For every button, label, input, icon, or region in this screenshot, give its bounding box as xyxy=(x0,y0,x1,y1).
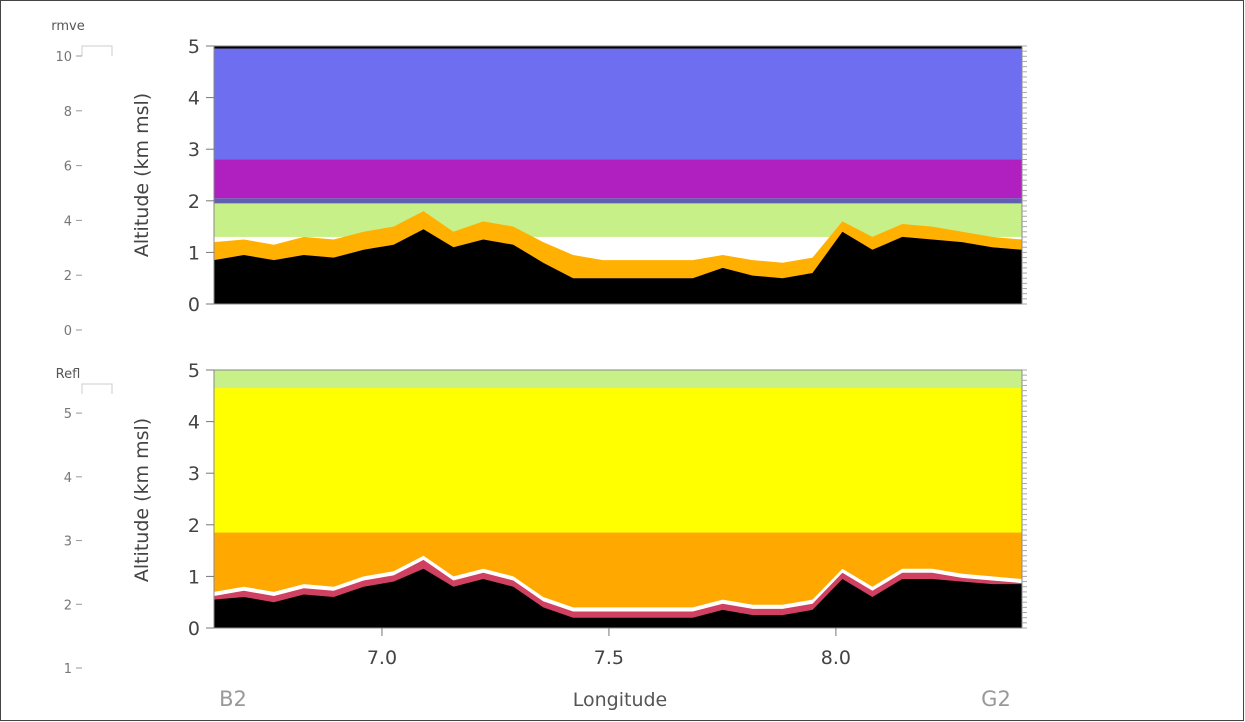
colorbar-label: rmve xyxy=(51,19,84,34)
colorbar-tick-label: 2 xyxy=(64,598,72,613)
colorbar-tick-label: 1 xyxy=(64,662,72,677)
data-band xyxy=(214,46,1022,49)
colorbar-tick-label: 10 xyxy=(55,50,72,65)
colorbar-label: Refl xyxy=(56,367,81,382)
colorbar-tick-label: 3 xyxy=(64,535,72,550)
plot-area xyxy=(213,369,1023,629)
y-ticks: 0 1 2 3 4 5 xyxy=(188,360,1027,640)
y-tick-label: 5 xyxy=(188,360,200,382)
panel-top: rmve 0 2 4 6 8 10 Altitude (km msl) 0 1 2 3 4 5 xyxy=(51,19,1027,339)
right-endpoint-label: G2 xyxy=(981,687,1011,711)
data-band xyxy=(214,388,1022,533)
y-tick-label: 4 xyxy=(188,412,200,434)
x-tick-label: 8.0 xyxy=(821,647,851,669)
x-axis-label: Longitude xyxy=(573,689,668,711)
x-tick-label: 7.5 xyxy=(594,647,624,669)
y-tick-label: 3 xyxy=(188,463,200,485)
colorbar-tick-label: 5 xyxy=(64,407,72,422)
colorbar-ticks: 1 2 3 4 5 xyxy=(64,407,82,677)
terrain-mask xyxy=(214,568,1022,628)
x-tick-label: 7.0 xyxy=(367,647,397,669)
colorbar xyxy=(81,45,113,56)
data-band xyxy=(214,198,1022,204)
y-tick-label: 3 xyxy=(188,139,200,161)
y-tick-label: 0 xyxy=(188,294,200,316)
y-tick-label: 1 xyxy=(188,242,200,264)
y-axis-label: Altitude (km msl) xyxy=(131,93,153,257)
y-tick-label: 0 xyxy=(188,618,200,640)
terrain-mask xyxy=(214,229,1022,304)
y-tick-label: 2 xyxy=(188,515,200,537)
colorbar-tick-label: 8 xyxy=(64,105,72,120)
y-tick-label: 2 xyxy=(188,191,200,213)
colorbar-tick-label: 4 xyxy=(64,214,72,229)
data-band xyxy=(214,159,1022,199)
plot-area xyxy=(213,45,1023,305)
colorbar-tick-label: 4 xyxy=(64,471,72,486)
y-tick-label: 5 xyxy=(188,36,200,58)
data-band xyxy=(214,370,1022,389)
colorbar-tick-label: 2 xyxy=(64,269,72,284)
colorbar-ticks: 0 2 4 6 8 10 xyxy=(55,50,82,339)
y-tick-label: 4 xyxy=(188,88,200,110)
left-endpoint-label: B2 xyxy=(219,687,247,711)
y-ticks: 0 1 2 3 4 5 xyxy=(188,36,1027,316)
x-ticks: 7.0 7.5 8.0 xyxy=(367,628,851,669)
colorbar xyxy=(81,383,113,394)
y-tick-label: 1 xyxy=(188,566,200,588)
y-axis-label: Altitude (km msl) xyxy=(131,418,153,582)
colorbar-cap xyxy=(81,45,113,56)
colorbar-tick-label: 6 xyxy=(64,160,72,175)
data-band xyxy=(214,48,1022,160)
colorbar-tick-label: 0 xyxy=(64,324,72,339)
colorbar-cap xyxy=(81,383,113,394)
